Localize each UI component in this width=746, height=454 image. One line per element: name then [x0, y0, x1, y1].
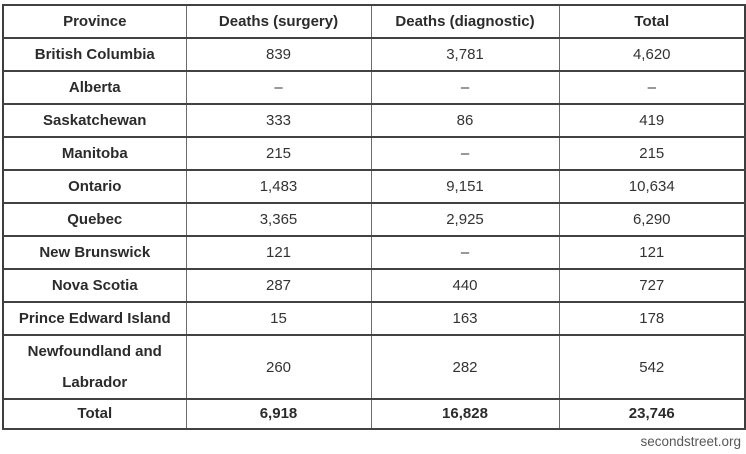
total-row: Total 6,918 16,828 23,746 [2, 398, 746, 430]
deaths-diagnostic-cell: 86 [370, 103, 560, 138]
total-cell: 178 [558, 301, 746, 336]
total-cell: – [558, 70, 746, 105]
table-row: Nova Scotia 287 440 727 [2, 268, 746, 303]
deaths-surgery-cell: 1,483 [185, 169, 372, 204]
deaths-diagnostic-cell: – [370, 136, 560, 171]
province-cell: Nova Scotia [2, 268, 187, 303]
total-cell: 215 [558, 136, 746, 171]
deaths-surgery-cell: 3,365 [185, 202, 372, 237]
total-cell: 6,290 [558, 202, 746, 237]
deaths-surgery-cell: 333 [185, 103, 372, 138]
province-cell: New Brunswick [2, 235, 187, 270]
col-header-province: Province [2, 4, 187, 39]
province-cell: Saskatchewan [2, 103, 187, 138]
deaths-diagnostic-cell: 2,925 [370, 202, 560, 237]
total-cell: 542 [558, 334, 746, 400]
province-cell: Alberta [2, 70, 187, 105]
col-header-deaths-diagnostic: Deaths (diagnostic) [370, 4, 560, 39]
deaths-surgery-cell: – [185, 70, 372, 105]
table-row: Saskatchewan 333 86 419 [2, 103, 746, 138]
deaths-surgery-cell: 839 [185, 37, 372, 72]
deaths-surgery-cell: 287 [185, 268, 372, 303]
province-cell: Manitoba [2, 136, 187, 171]
col-header-deaths-surgery: Deaths (surgery) [185, 4, 372, 39]
deaths-diagnostic-cell: – [370, 70, 560, 105]
table-row: British Columbia 839 3,781 4,620 [2, 37, 746, 72]
deaths-diagnostic-cell: 440 [370, 268, 560, 303]
total-cell: 4,620 [558, 37, 746, 72]
province-cell: Ontario [2, 169, 187, 204]
table-row: Quebec 3,365 2,925 6,290 [2, 202, 746, 237]
total-cell: 10,634 [558, 169, 746, 204]
total-row-diagnostic-value: 16,828 [370, 398, 560, 430]
province-cell: Newfoundland and Labrador [2, 334, 187, 400]
deaths-diagnostic-cell: 282 [370, 334, 560, 400]
page: Province Deaths (surgery) Deaths (diagno… [0, 4, 746, 454]
deaths-surgery-cell: 15 [185, 301, 372, 336]
deaths-diagnostic-cell: 9,151 [370, 169, 560, 204]
total-cell: 419 [558, 103, 746, 138]
deaths-diagnostic-cell: – [370, 235, 560, 270]
table-row: Ontario 1,483 9,151 10,634 [2, 169, 746, 204]
total-row-label: Total [2, 398, 187, 430]
deaths-diagnostic-cell: 163 [370, 301, 560, 336]
deaths-surgery-cell: 121 [185, 235, 372, 270]
table-row: Alberta – – – [2, 70, 746, 105]
header-row: Province Deaths (surgery) Deaths (diagno… [2, 4, 746, 39]
total-cell: 121 [558, 235, 746, 270]
deaths-by-province-table: Province Deaths (surgery) Deaths (diagno… [2, 4, 746, 430]
deaths-surgery-cell: 260 [185, 334, 372, 400]
province-cell: Quebec [2, 202, 187, 237]
table-row: Prince Edward Island 15 163 178 [2, 301, 746, 336]
province-cell: Prince Edward Island [2, 301, 187, 336]
deaths-surgery-cell: 215 [185, 136, 372, 171]
total-row-total-value: 23,746 [558, 398, 746, 430]
province-cell: British Columbia [2, 37, 187, 72]
table-row: Manitoba 215 – 215 [2, 136, 746, 171]
source-attribution: secondstreet.org [640, 434, 741, 449]
table-body: British Columbia 839 3,781 4,620 Alberta… [2, 37, 746, 400]
table-row: New Brunswick 121 – 121 [2, 235, 746, 270]
col-header-total: Total [558, 4, 746, 39]
total-cell: 727 [558, 268, 746, 303]
deaths-diagnostic-cell: 3,781 [370, 37, 560, 72]
total-row-surgery-value: 6,918 [185, 398, 372, 430]
table-row: Newfoundland and Labrador 260 282 542 [2, 334, 746, 400]
